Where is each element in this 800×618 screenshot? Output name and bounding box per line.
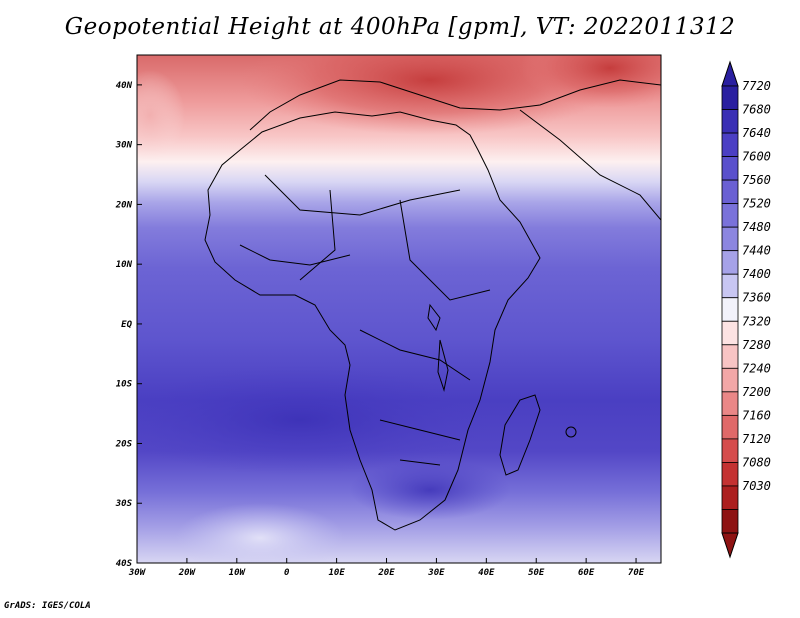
colorbar-level-label: 7480 [742, 220, 771, 234]
colorbar-swatch [721, 414, 739, 440]
colorbar-swatch [721, 462, 739, 487]
colorbar-level-label: 7560 [742, 173, 771, 187]
lat-tick-label: 20S [115, 439, 133, 449]
lat-tick-label: 30N [115, 141, 133, 151]
lon-tick-label: 30E [427, 568, 445, 578]
latitude-axis: 40N 30N 20N 10N EQ 10S 20S 30S 40S [115, 81, 142, 569]
grads-credit: GrADS: IGES/COLA [4, 601, 91, 611]
lon-tick-label: 10E [328, 568, 345, 578]
colorbar: 7720 7680 7640 7600 7560 7520 7480 7440 7400 7360… [721, 60, 771, 559]
longitude-axis: 30W 20W 10W 0 10E 20E 30E 40E 50E 60E 70E [128, 558, 645, 578]
colorbar-swatch [721, 367, 739, 393]
lat-tick-label: 40N [116, 81, 133, 91]
colorbar-swatch [721, 485, 739, 510]
colorbar-swatch [721, 297, 739, 322]
colorbar-level-label: 7030 [742, 479, 771, 493]
lat-tick-label: 10N [116, 260, 133, 270]
colorbar-level-label: 7240 [742, 361, 771, 375]
lon-tick-label: 0 [284, 568, 290, 578]
colorbar-swatch [721, 438, 739, 463]
colorbar-level-label: 7160 [742, 408, 771, 422]
lon-tick-label: 20E [377, 568, 395, 578]
colorbar-level-label: 7120 [742, 432, 771, 446]
colorbar-level-label: 7440 [742, 244, 771, 258]
plot-border [136, 54, 662, 564]
lat-tick-label: 10S [116, 380, 133, 390]
colorbar-level-label: 7520 [742, 197, 771, 211]
lon-tick-label: 40E [478, 568, 495, 578]
lat-tick-label: EQ [121, 320, 132, 330]
colorbar-swatch [721, 344, 739, 369]
lon-tick-label: 10W [229, 568, 247, 578]
colorbar-level-label: 7320 [742, 314, 771, 328]
colorbar-swatch [721, 109, 739, 134]
colorbar-bottom-arrow [721, 532, 739, 559]
colorbar-level-label: 7720 [742, 79, 771, 93]
colorbar-swatch [721, 132, 739, 157]
colorbar-swatch [721, 509, 739, 534]
colorbar-level-label: 7600 [742, 150, 771, 164]
colorbar-level-label: 7640 [742, 126, 771, 140]
colorbar-swatch [721, 179, 739, 205]
lon-tick-label: 30W [128, 568, 147, 578]
map-title: Geopotential Height at 400hPa [gpm], VT:… [64, 14, 736, 40]
colorbar-level-label: 7280 [742, 338, 771, 352]
height-field [137, 55, 661, 563]
lon-tick-label: 60E [578, 568, 595, 578]
colorbar-swatch [721, 85, 739, 110]
colorbar-swatch [721, 226, 739, 252]
colorbar-swatch [721, 273, 739, 299]
colorbar-swatch [721, 391, 739, 416]
colorbar-swatch [721, 156, 739, 181]
lon-tick-label: 50E [528, 568, 545, 578]
coastlines-borders [204, 79, 661, 531]
colorbar-swatch [721, 203, 739, 228]
lat-tick-label: 20N [115, 200, 133, 210]
lat-tick-label: 40S [116, 559, 133, 569]
colorbar-level-label: 7400 [742, 267, 771, 281]
colorbar-swatch [721, 320, 739, 346]
colorbar-top-arrow [721, 60, 739, 87]
lon-tick-label: 20W [178, 568, 197, 578]
lon-tick-label: 70E [628, 568, 645, 578]
colorbar-swatch [721, 250, 739, 275]
colorbar-level-label: 7200 [742, 385, 771, 399]
colorbar-level-label: 7360 [742, 291, 771, 305]
colorbar-level-label: 7680 [742, 103, 771, 117]
lat-tick-label: 30S [115, 499, 133, 509]
colorbar-level-label: 7080 [742, 455, 771, 469]
